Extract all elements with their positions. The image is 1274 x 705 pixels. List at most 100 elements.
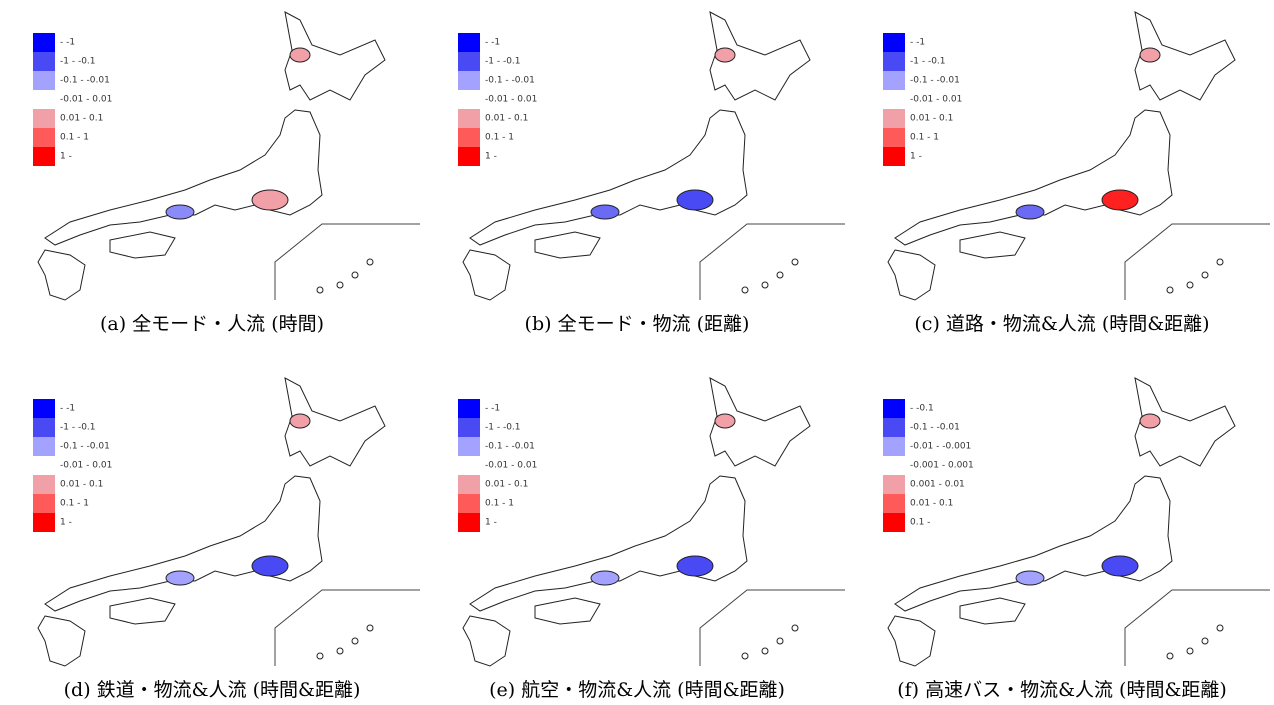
legend-swatch: [33, 109, 55, 128]
legend-swatch: [458, 109, 480, 128]
legend-label: 1 -: [485, 152, 497, 162]
region-highlight: [166, 205, 194, 219]
island: [1167, 653, 1173, 659]
island: [1202, 638, 1208, 644]
map-region: [535, 598, 600, 624]
panel: - -1-1 - -0.1-0.1 - -0.01-0.01 - 0.010.0…: [458, 378, 845, 701]
legend-label: 0.1 - 1: [60, 133, 89, 143]
region-highlight: [1016, 205, 1044, 219]
legend-swatch: [883, 33, 905, 52]
legend-swatch: [33, 418, 55, 437]
legend-swatch: [883, 475, 905, 494]
region-highlight: [290, 48, 310, 62]
legend-label: 0.01 - 0.1: [60, 480, 103, 490]
panel: - -1-1 - -0.1-0.1 - -0.01-0.01 - 0.010.0…: [33, 378, 420, 701]
island: [1187, 282, 1193, 288]
legend-swatch: [458, 90, 480, 109]
map-region: [38, 616, 85, 666]
legend-label: 0.1 - 1: [485, 499, 514, 509]
legend-swatch: [883, 90, 905, 109]
region-highlight: [715, 48, 735, 62]
legend-label: 0.1 - 1: [60, 499, 89, 509]
legend-swatch: [458, 33, 480, 52]
island: [337, 282, 343, 288]
legend-swatch: [458, 71, 480, 90]
map-region: [110, 598, 175, 624]
region-highlight: [715, 414, 735, 428]
legend-swatch: [883, 52, 905, 71]
region-highlight: [591, 571, 619, 585]
island: [742, 287, 748, 293]
legend-swatch: [458, 399, 480, 418]
legend-label: - -0.1: [910, 404, 934, 414]
legend-swatch: [883, 513, 905, 532]
legend-swatch: [33, 437, 55, 456]
map-region: [463, 250, 510, 300]
island: [762, 282, 768, 288]
island: [1217, 259, 1223, 265]
map-region: [895, 110, 1172, 245]
legend-label: 0.001 - 0.01: [910, 480, 965, 490]
caption: (f) 高速バス・物流&人流 (時間&距離): [897, 679, 1227, 701]
island: [777, 638, 783, 644]
inset-frame: [700, 590, 845, 666]
map-region: [463, 616, 510, 666]
region-highlight: [677, 190, 713, 210]
map-region: [45, 110, 322, 245]
caption: (e) 航空・物流&人流 (時間&距離): [489, 679, 785, 701]
legend-label: -1 - -0.1: [60, 57, 96, 67]
legend-label: 0.01 - 0.1: [910, 499, 953, 509]
legend-label: -1 - -0.1: [485, 423, 521, 433]
island: [742, 653, 748, 659]
island: [1167, 287, 1173, 293]
island: [777, 272, 783, 278]
legend-swatch: [883, 128, 905, 147]
legend-label: 0.1 - 1: [910, 133, 939, 143]
legend-swatch: [458, 52, 480, 71]
caption: (c) 道路・物流&人流 (時間&距離): [914, 313, 1209, 335]
legend-swatch: [883, 456, 905, 475]
legend-label: - -1: [60, 38, 75, 48]
legend-swatch: [458, 147, 480, 166]
legend-label: 0.01 - 0.1: [485, 480, 528, 490]
legend-swatch: [33, 399, 55, 418]
region-highlight: [591, 205, 619, 219]
legend-swatch: [458, 513, 480, 532]
caption: (d) 鉄道・物流&人流 (時間&距離): [64, 679, 361, 701]
legend-label: 1 -: [910, 152, 922, 162]
legend-swatch: [33, 71, 55, 90]
legend-label: -1 - -0.1: [910, 57, 946, 67]
map-region: [888, 616, 935, 666]
region-highlight: [677, 556, 713, 576]
region-highlight: [1016, 571, 1044, 585]
legend-label: 1 -: [485, 518, 497, 528]
panel: - -0.1-0.1 - -0.01-0.01 - -0.001-0.001 -…: [883, 378, 1270, 701]
legend-swatch: [883, 437, 905, 456]
legend-swatch: [458, 128, 480, 147]
legend-swatch: [33, 90, 55, 109]
island: [1202, 272, 1208, 278]
legend-swatch: [883, 418, 905, 437]
island: [762, 648, 768, 654]
map-region: [888, 250, 935, 300]
region-highlight: [252, 190, 288, 210]
legend-label: -0.1 - -0.01: [485, 76, 535, 86]
legend-label: -0.01 - 0.01: [910, 95, 962, 105]
panel: - -1-1 - -0.1-0.1 - -0.01-0.01 - 0.010.0…: [883, 12, 1270, 335]
region-highlight: [252, 556, 288, 576]
legend-label: -0.1 - -0.01: [910, 76, 960, 86]
inset-frame: [1125, 224, 1270, 300]
island: [1217, 625, 1223, 631]
legend-label: 0.1 - 1: [485, 133, 514, 143]
legend-swatch: [458, 494, 480, 513]
map-region: [470, 110, 747, 245]
legend-label: 0.01 - 0.1: [910, 114, 953, 124]
legend-label: -0.01 - -0.001: [910, 442, 971, 452]
legend-label: 0.01 - 0.1: [60, 114, 103, 124]
island: [352, 272, 358, 278]
map-region: [960, 598, 1025, 624]
island: [352, 638, 358, 644]
inset-frame: [1125, 590, 1270, 666]
legend-swatch: [33, 456, 55, 475]
legend-label: -0.01 - 0.01: [60, 95, 112, 105]
